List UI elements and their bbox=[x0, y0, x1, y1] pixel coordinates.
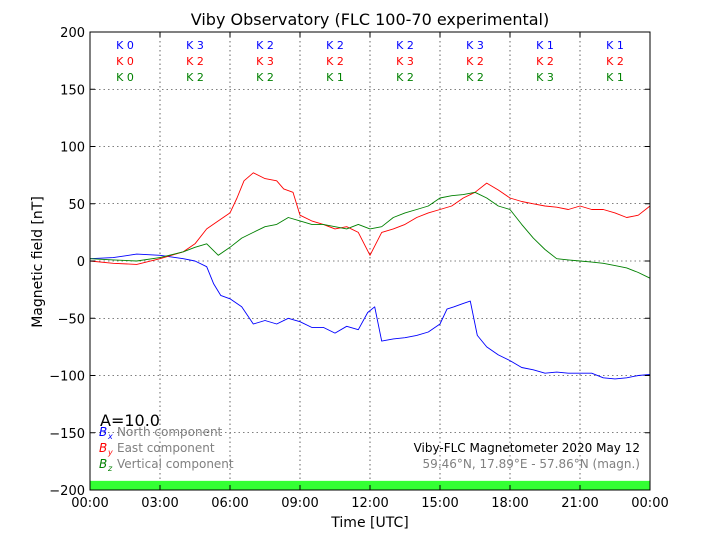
x-tick-label: 18:00 bbox=[491, 496, 528, 511]
chart-title: Viby Observatory (FLC 100-70 experimenta… bbox=[191, 10, 550, 29]
k-index-east: K 2 bbox=[466, 55, 484, 68]
k-index-vertical: K 2 bbox=[256, 71, 274, 84]
x-tick-label: 09:00 bbox=[281, 496, 318, 511]
legend-label: Vertical component bbox=[117, 457, 234, 471]
k-index-east: K 2 bbox=[186, 55, 204, 68]
series-layer bbox=[89, 172, 651, 380]
k-index-vertical: K 0 bbox=[116, 71, 134, 84]
k-index-east: K 0 bbox=[116, 55, 134, 68]
k-index-vertical: K 2 bbox=[186, 71, 204, 84]
k-index-east: K 3 bbox=[256, 55, 274, 68]
activity-index: A=10.0 bbox=[100, 411, 160, 430]
x-tick-label: 00:00 bbox=[631, 496, 668, 511]
y-tick-label: 100 bbox=[60, 141, 85, 156]
legend-subscript: z bbox=[107, 464, 113, 473]
grid-lines bbox=[90, 32, 650, 490]
k-index-north: K 3 bbox=[186, 39, 204, 52]
y-tick-label: 150 bbox=[60, 83, 85, 98]
legend-symbol: B bbox=[99, 457, 107, 471]
k-index-east: K 3 bbox=[396, 55, 414, 68]
k-index-north: K 1 bbox=[536, 39, 554, 52]
y-tick-label: −100 bbox=[49, 370, 85, 385]
info-line-2: 59.46°N, 17.89°E - 57.86°N (magn.) bbox=[423, 457, 640, 471]
x-tick-label: 06:00 bbox=[211, 496, 248, 511]
x-tick-label: 12:00 bbox=[351, 496, 388, 511]
y-tick-label: 50 bbox=[68, 198, 85, 213]
vertical-component-line bbox=[89, 191, 651, 279]
k-index-north: K 2 bbox=[326, 39, 344, 52]
legend-symbol: B bbox=[99, 425, 107, 439]
y-tick-label: 0 bbox=[77, 255, 85, 270]
k-index-table: K 0 K 3 K 2 K 2 K 2 K 3 K 1 K 1 K 0 K 2 K 3 K 2 K 3 K… bbox=[116, 39, 624, 84]
k-index-vertical: K 1 bbox=[606, 71, 624, 84]
x-tick-label: 00:00 bbox=[71, 496, 108, 511]
x-tick-label: 03:00 bbox=[141, 496, 178, 511]
k-index-vertical: K 1 bbox=[326, 71, 344, 84]
y-tick-label: 200 bbox=[60, 26, 85, 41]
k-index-vertical: K 2 bbox=[396, 71, 414, 84]
legend-label: North component bbox=[117, 425, 223, 439]
axis-ticks: 00:00 03:00 06:00 09:00 12:00 15:00 18:00 21:00… bbox=[49, 26, 668, 511]
k-index-north: K 3 bbox=[466, 39, 484, 52]
k-index-east: K 2 bbox=[606, 55, 624, 68]
legend-label: East component bbox=[117, 441, 215, 455]
k-index-east: K 2 bbox=[326, 55, 344, 68]
k-index-vertical: K 2 bbox=[466, 71, 484, 84]
y-tick-label: −50 bbox=[58, 312, 85, 327]
k-index-vertical: K 3 bbox=[536, 71, 554, 84]
info-line-1: Viby-FLC Magnetometer 2020 May 12 bbox=[414, 441, 640, 455]
k-index-north: K 2 bbox=[256, 39, 274, 52]
k-index-north: K 2 bbox=[396, 39, 414, 52]
legend-symbol: B bbox=[99, 441, 107, 455]
k-index-north: K 1 bbox=[606, 39, 624, 52]
east-component-line bbox=[89, 172, 651, 265]
y-tick-label: −150 bbox=[49, 427, 85, 442]
x-tick-label: 21:00 bbox=[561, 496, 598, 511]
legend-subscript: x bbox=[107, 432, 113, 441]
north-component-line bbox=[89, 253, 651, 380]
legend-subscript: y bbox=[107, 448, 113, 457]
y-tick-label: −200 bbox=[49, 484, 85, 499]
x-tick-label: 15:00 bbox=[421, 496, 458, 511]
k-index-north: K 0 bbox=[116, 39, 134, 52]
k-index-east: K 2 bbox=[536, 55, 554, 68]
y-axis-label: Magnetic field [nT] bbox=[30, 196, 46, 328]
x-axis-label: Time [UTC] bbox=[330, 515, 408, 531]
